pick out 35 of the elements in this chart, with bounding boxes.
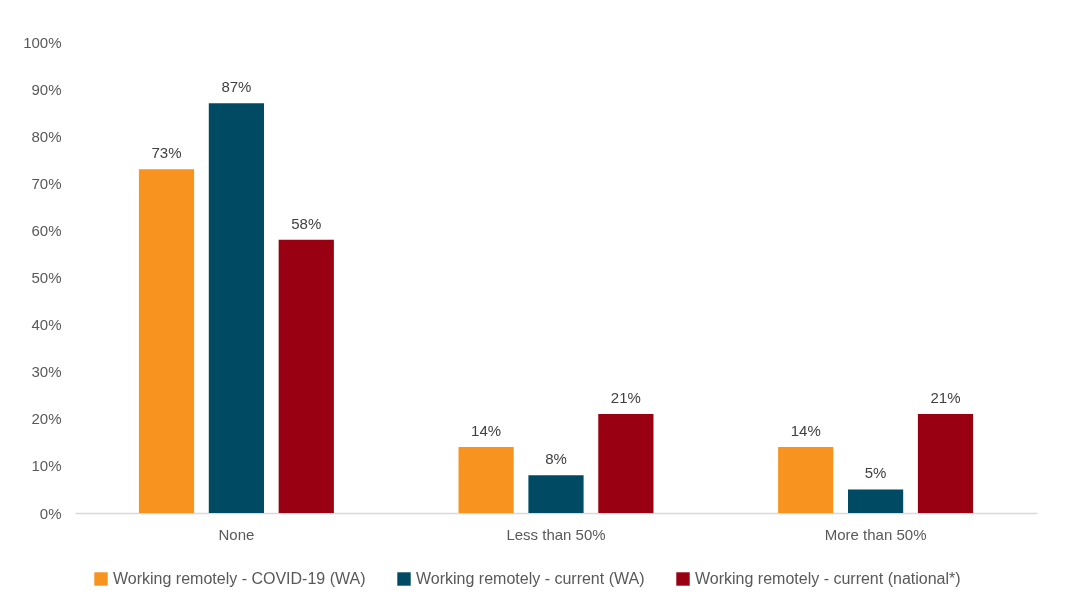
bar: [528, 475, 584, 513]
data-label: 73%: [151, 144, 182, 162]
data-label: 58%: [291, 214, 322, 232]
y-tick-label: 90%: [31, 80, 62, 98]
legend-label: Working remotely - current (national*): [695, 570, 961, 587]
legend-label: Working remotely - current (WA): [416, 570, 645, 587]
x-tick-label: Less than 50%: [506, 525, 606, 543]
y-tick-label: 30%: [31, 363, 62, 381]
bar: [138, 169, 195, 513]
y-tick-label: 50%: [31, 269, 62, 286]
y-tick-label: 60%: [31, 221, 62, 239]
bar: [458, 447, 514, 513]
x-tick-label: None: [218, 525, 255, 543]
data-label: 21%: [930, 389, 961, 407]
y-tick-label: 100%: [23, 33, 62, 51]
y-tick-label: 40%: [31, 316, 62, 334]
data-label: 87%: [221, 78, 252, 96]
y-tick-label: 20%: [31, 410, 62, 428]
bar: [598, 414, 654, 513]
data-label: 14%: [471, 422, 502, 440]
x-tick-label: More than 50%: [824, 525, 927, 543]
bar: [917, 414, 974, 513]
y-tick-label: 0%: [39, 504, 62, 522]
y-tick-label: 70%: [31, 174, 62, 192]
data-label: 5%: [864, 464, 887, 482]
bar: [208, 103, 264, 513]
legend-label: Working remotely - COVID-19 (WA): [113, 570, 366, 587]
data-label: 8%: [545, 450, 567, 468]
data-label: 14%: [790, 422, 821, 440]
bar: [278, 239, 334, 513]
data-label: 21%: [610, 389, 641, 407]
y-tick-label: 80%: [31, 127, 62, 145]
y-tick-label: 10%: [31, 457, 62, 475]
bar: [778, 447, 834, 513]
bar: [848, 489, 904, 513]
